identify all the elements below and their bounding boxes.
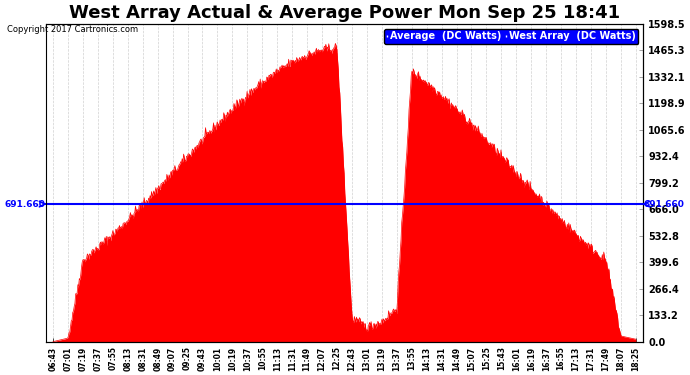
- Title: West Array Actual & Average Power Mon Sep 25 18:41: West Array Actual & Average Power Mon Se…: [69, 4, 620, 22]
- Text: Copyright 2017 Cartronics.com: Copyright 2017 Cartronics.com: [7, 25, 138, 34]
- Legend: Average  (DC Watts), West Array  (DC Watts): Average (DC Watts), West Array (DC Watts…: [384, 28, 638, 44]
- Text: 691.660: 691.660: [644, 200, 684, 208]
- Text: 691.660: 691.660: [4, 200, 45, 208]
